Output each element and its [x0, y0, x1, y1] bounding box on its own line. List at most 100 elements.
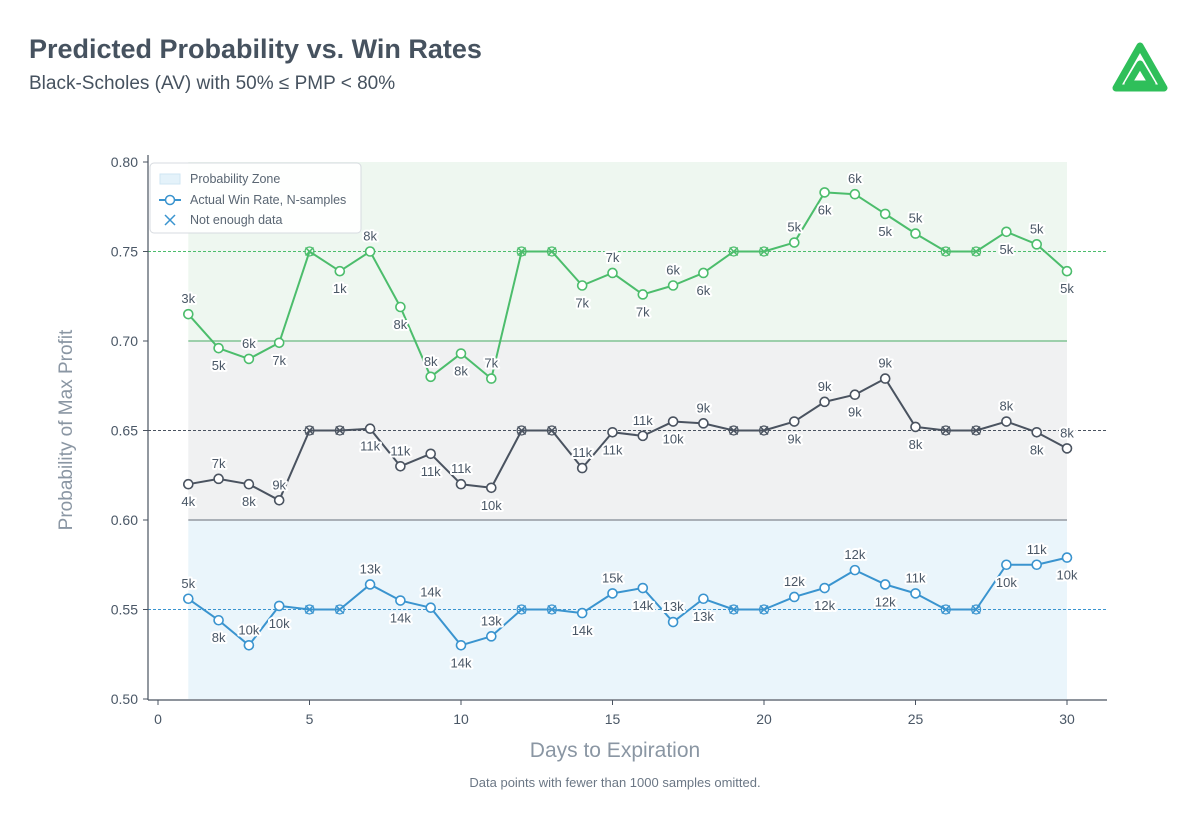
not-enough-data-ring [546, 246, 558, 257]
not-enough-data-ring [970, 425, 982, 436]
data-point [334, 265, 346, 277]
legend-zone-label: Probability Zone [190, 172, 280, 186]
not-enough-data-ring [546, 425, 558, 436]
data-label-halo: 9k [272, 477, 286, 492]
not-enough-data-marker [941, 604, 951, 615]
y-tick-label: 0.50 [111, 691, 138, 707]
data-label-halo: 9k [697, 400, 711, 415]
x-tick-label: 30 [1059, 711, 1075, 727]
data-label: 5k [212, 358, 226, 373]
data-label: 13k [663, 599, 684, 614]
data-label: 12k [875, 594, 896, 609]
data-label: 11k [633, 413, 653, 428]
data-point [607, 267, 618, 279]
data-label: 13k [693, 609, 714, 624]
data-label-halo: 9k [818, 379, 832, 394]
data-point [637, 582, 649, 594]
not-enough-data-marker [517, 425, 527, 436]
tastytrade-logo-icon [1112, 42, 1168, 92]
data-label: 7k [212, 456, 226, 471]
data-label: 8k [394, 317, 408, 332]
data-point [849, 564, 861, 576]
not-enough-data-ring [970, 246, 982, 257]
series-line [187, 191, 1068, 380]
legend-zone-swatch [159, 173, 181, 185]
data-label-halo: 7k [636, 304, 650, 319]
x-tick-label: 15 [605, 711, 621, 727]
data-point [455, 348, 467, 359]
data-point [1031, 426, 1042, 438]
data-point [273, 337, 285, 349]
data-label: 11k [360, 439, 380, 454]
not-enough-data-ring [334, 604, 345, 615]
data-label-halo: 11k [421, 464, 441, 479]
data-label-halo: 5k [878, 224, 892, 239]
data-label: 10k [481, 498, 502, 513]
data-point [698, 418, 709, 429]
data-label: 9k [848, 405, 862, 420]
data-label-halo: 11k [1027, 542, 1047, 557]
not-enough-data-marker [517, 246, 527, 257]
not-enough-data-marker [759, 604, 769, 615]
data-label-halo: 12k [814, 598, 835, 613]
data-point [698, 593, 709, 605]
not-enough-data-ring [304, 604, 315, 615]
data-point [395, 301, 406, 313]
data-label: 5k [1060, 281, 1074, 296]
data-label-halo: 7k [212, 456, 226, 471]
data-point [788, 237, 800, 248]
data-point [667, 280, 679, 291]
data-label-halo: 10k [1057, 568, 1078, 583]
data-label-halo: 5k [787, 220, 801, 235]
not-enough-data-marker [547, 604, 557, 615]
data-label-halo: 13k [360, 561, 381, 576]
data-label-halo: 6k [242, 336, 256, 351]
not-enough-data-ring [546, 604, 558, 615]
data-label-halo: 7k [272, 353, 286, 368]
not-enough-data-marker [971, 246, 981, 257]
data-label: 6k [848, 171, 862, 186]
not-enough-data-marker [517, 604, 527, 615]
not-enough-data-marker [547, 246, 557, 257]
x-tick-label: 10 [453, 711, 469, 727]
data-label: 14k [572, 623, 593, 638]
data-label-halo: 5k [1030, 221, 1044, 236]
data-point [1031, 559, 1042, 571]
data-point [273, 495, 285, 506]
not-enough-data-marker [971, 425, 981, 436]
not-enough-data-marker [941, 425, 951, 436]
data-point [485, 482, 497, 494]
data-label: 7k [484, 356, 498, 371]
data-point [910, 228, 921, 239]
not-enough-data-ring [728, 604, 739, 615]
data-label: 12k [814, 598, 835, 613]
data-label-halo: 9k [878, 356, 892, 371]
data-point [485, 631, 497, 642]
data-label: 1k [333, 281, 347, 296]
data-point [485, 373, 497, 384]
data-point [607, 426, 618, 438]
data-point [395, 460, 406, 472]
data-point [819, 582, 830, 594]
data-label-halo: 10k [238, 622, 259, 637]
data-label-halo: 15k [602, 570, 623, 585]
y-tick-label: 0.70 [111, 333, 138, 349]
series [183, 187, 1073, 651]
data-point [364, 246, 376, 257]
data-point [849, 188, 861, 200]
not-enough-data-ring [334, 425, 345, 436]
data-point [849, 389, 861, 401]
data-point [243, 639, 255, 651]
data-label: 7k [272, 353, 286, 368]
not-enough-data-marker [304, 604, 315, 615]
data-point [607, 588, 618, 599]
data-point [183, 308, 194, 320]
data-label: 5k [787, 220, 801, 235]
data-point [213, 473, 224, 485]
not-enough-data-ring [970, 604, 982, 615]
data-label-halo: 13k [481, 613, 502, 628]
data-label: 9k [818, 379, 832, 394]
data-label: 6k [666, 263, 680, 278]
data-label-halo: 1k [333, 281, 347, 296]
data-point [1001, 226, 1012, 238]
